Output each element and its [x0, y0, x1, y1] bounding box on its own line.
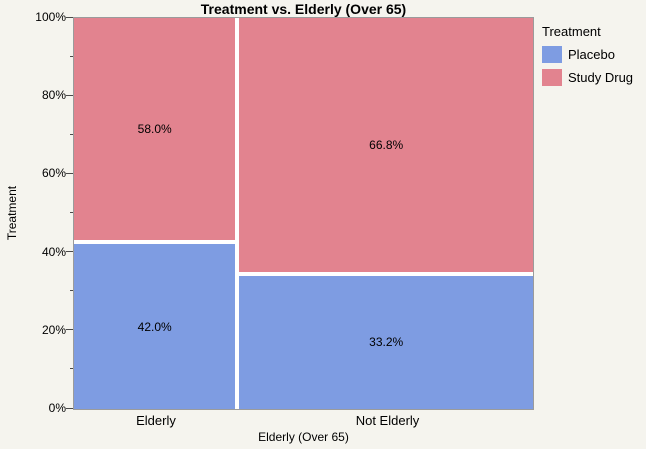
y-minor-tick	[70, 133, 73, 135]
y-minor-tick	[70, 290, 73, 292]
y-tick-label: 60%	[41, 166, 66, 181]
mosaic-cell-not-elderly-study-drug[interactable]: 66.8%	[239, 18, 533, 272]
mosaic-column-elderly: 58.0% 42.0%	[74, 18, 236, 409]
placebo-swatch-icon	[542, 46, 562, 63]
cell-value-label: 66.8%	[369, 137, 404, 152]
mosaic-cell-not-elderly-placebo[interactable]: 33.2%	[239, 275, 533, 409]
study-drug-swatch-icon	[542, 69, 562, 86]
y-major-tick	[66, 251, 73, 253]
mosaic-column-not-elderly: 66.8% 33.2%	[239, 18, 533, 409]
mosaic-plot-area[interactable]: 58.0% 42.0% 66.8% 33.2%	[73, 17, 534, 410]
y-tick-label: 40%	[41, 244, 66, 259]
mosaic-cell-elderly-study-drug[interactable]: 58.0%	[74, 18, 236, 241]
y-major-tick	[66, 407, 73, 409]
mosaic-cell-elderly-placebo[interactable]: 42.0%	[74, 244, 236, 409]
cell-value-label: 33.2%	[369, 335, 404, 350]
legend-label: Study Drug	[568, 70, 634, 85]
chart-title: Treatment vs. Elderly (Over 65)	[200, 1, 407, 17]
y-tick-label: 20%	[41, 322, 66, 337]
y-tick-label: 80%	[41, 88, 66, 103]
legend-item-placebo[interactable]: Placebo	[542, 46, 644, 63]
legend: Treatment Placebo Study Drug	[542, 24, 644, 92]
y-minor-tick	[70, 55, 73, 57]
legend-title: Treatment	[542, 24, 601, 39]
x-tick-label-elderly: Elderly	[136, 413, 176, 428]
y-major-tick	[66, 329, 73, 331]
y-axis-title: Treatment	[5, 185, 19, 241]
legend-label: Placebo	[568, 47, 615, 62]
y-tick-label: 0%	[48, 401, 66, 415]
y-major-tick	[66, 94, 73, 96]
y-major-tick	[66, 16, 73, 18]
y-minor-tick	[70, 212, 73, 213]
legend-item-study-drug[interactable]: Study Drug	[542, 69, 644, 86]
cell-value-label: 42.0%	[137, 319, 172, 334]
cell-value-label: 58.0%	[137, 122, 172, 137]
x-tick-label-not-elderly: Not Elderly	[355, 413, 420, 428]
x-axis-title: Elderly (Over 65)	[258, 430, 349, 444]
y-tick-label: 100%	[35, 10, 66, 24]
y-major-tick	[66, 172, 73, 174]
y-minor-tick	[70, 368, 73, 370]
